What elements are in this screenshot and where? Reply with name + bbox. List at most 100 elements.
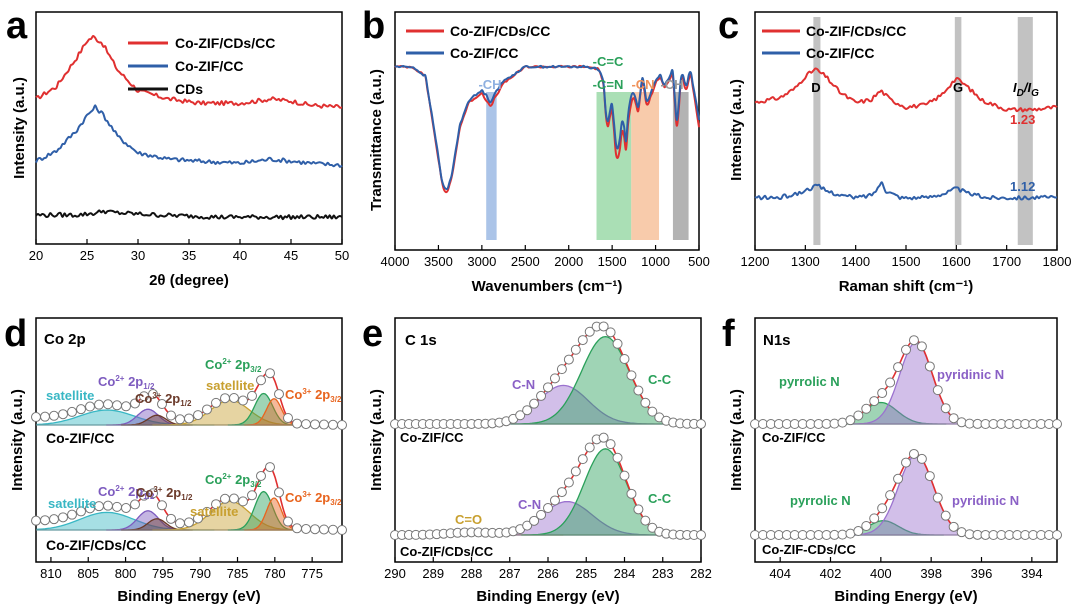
data-point-d-0-15 (166, 410, 176, 421)
data-point-d-0-7 (94, 399, 104, 410)
data-point-d-0-31 (310, 419, 320, 430)
xtick-label-a-6: 50 (335, 248, 349, 263)
panel-c-ylabel: Intensity (a.u.) (728, 79, 745, 181)
legend-a-label-1: Co-ZIF/CDs/CC (175, 35, 275, 51)
data-point-d-0-1 (40, 411, 50, 422)
data-point-e-0-36 (640, 397, 651, 408)
f-bot-pyridinic: pyridinic N (952, 493, 1019, 508)
panel-a-series (35, 34, 343, 221)
panel-c-bands (813, 17, 1033, 245)
data-point-d-1-11 (130, 499, 140, 510)
data-point-e-0-26 (570, 344, 581, 355)
d-bot-co3-2p32: Co3+ 2p3/2 (285, 490, 342, 507)
panel-f-letter: f (722, 313, 735, 355)
panel-f-frame (754, 317, 1058, 563)
xtick-label-a-5: 45 (284, 248, 298, 263)
data-point-e-1-27 (577, 454, 588, 465)
data-point-d-0-10 (121, 401, 131, 412)
data-point-d-0-0 (31, 412, 41, 423)
xtick-label-d-7: 775 (301, 566, 323, 581)
xtick-label-c-3: 1500 (892, 254, 921, 269)
data-point-d-1-8 (103, 500, 113, 511)
data-point-f-1-23 (932, 492, 943, 503)
data-point-d-0-3 (58, 409, 68, 420)
panel-f-xticks: 404 402 400 398 396 394 (769, 557, 1043, 581)
data-point-f-1-16 (877, 503, 888, 514)
xtick-label-e-4: 286 (537, 566, 559, 581)
xtick-label-b-5: 1500 (598, 254, 627, 269)
xtick-label-d-4: 790 (189, 566, 211, 581)
data-point-e-0-27 (577, 335, 588, 346)
data-point-d-1-5 (76, 506, 86, 517)
xtick-label-e-6: 284 (614, 566, 636, 581)
data-point-e-1-20 (529, 515, 540, 526)
panel-e-ylabel: Intensity (a.u.) (368, 389, 385, 491)
data-point-d-1-15 (166, 513, 176, 524)
data-point-f-1-14 (861, 521, 872, 532)
data-point-f-1-21 (916, 453, 927, 464)
series-a-0 (35, 34, 343, 109)
xtick-label-b-7: 500 (688, 254, 710, 269)
data-point-d-1-29 (292, 523, 302, 534)
panel-d-letter: d (4, 313, 27, 355)
band-b-3 (672, 92, 689, 240)
xtick-label-b-2: 3000 (467, 254, 496, 269)
data-point-d-1-26 (265, 462, 275, 473)
band-c-2 (1017, 17, 1033, 245)
panel-c-xlabel: Raman shift (cm⁻¹) (839, 278, 974, 295)
data-point-e-1-21 (536, 509, 547, 520)
series-c-1 (754, 181, 1058, 201)
data-point-d-1-10 (121, 502, 131, 513)
xtick-label-c-0: 1200 (741, 254, 770, 269)
e-top-cn: C-N (512, 377, 535, 392)
data-point-f-1-18 (893, 473, 904, 484)
e-bot-cn: C-N (518, 497, 541, 512)
data-point-f-0-21 (916, 341, 927, 352)
data-point-d-0-14 (157, 399, 167, 410)
data-point-e-0-25 (563, 354, 574, 365)
panel-e-xticks: 290 289 288 287 286 285 284 283 282 (384, 557, 712, 581)
data-point-d-1-18 (193, 513, 203, 524)
series-c-0 (754, 67, 1058, 113)
panel-e-spectra (390, 321, 706, 540)
xtick-label-e-2: 288 (461, 566, 483, 581)
data-point-d-0-27 (274, 389, 284, 400)
data-point-d-1-28 (283, 516, 293, 527)
d-bot-co3-2p12: Co3+ 2p1/2 (136, 485, 193, 502)
data-point-d-0-8 (103, 399, 113, 410)
panel-f-xlabel: Binding Energy (eV) (834, 588, 977, 605)
ratio-value-red: 1.23 (1010, 112, 1035, 127)
data-point-f-1-13 (853, 526, 864, 537)
xtick-label-a-2: 30 (131, 248, 145, 263)
panel-c-frame (754, 11, 1058, 251)
data-point-d-0-13 (148, 389, 158, 400)
xtick-label-f-2: 400 (870, 566, 892, 581)
xtick-label-a-4: 40 (233, 248, 247, 263)
xtick-label-c-4: 1600 (942, 254, 971, 269)
xtick-label-c-1: 1300 (791, 254, 820, 269)
data-point-d-0-33 (328, 419, 338, 430)
data-point-e-1-44 (696, 529, 706, 540)
data-point-e-0-30 (598, 321, 609, 332)
e-bot-cc: C-C (648, 491, 672, 506)
data-point-d-0-30 (301, 419, 311, 430)
d-top-satellite-1: satellite (46, 388, 94, 403)
data-point-e-1-22 (543, 503, 553, 514)
band-label-cn: -CN (631, 77, 654, 92)
data-point-d-0-25 (256, 375, 266, 386)
data-point-d-1-16 (175, 518, 185, 529)
data-point-e-0-33 (619, 353, 630, 364)
data-point-d-1-4 (67, 509, 77, 520)
data-point-e-0-21 (536, 390, 547, 401)
panel-c-xticks: 1200 1300 1400 1500 1600 1700 1800 (741, 245, 1071, 269)
data-point-d-1-1 (40, 515, 50, 526)
xtick-label-b-1: 3500 (424, 254, 453, 269)
data-point-d-1-23 (238, 496, 248, 507)
band-c-0 (813, 17, 821, 245)
band-c-1 (954, 17, 962, 245)
data-point-f-0-18 (893, 362, 904, 373)
xtick-label-a-0: 20 (29, 248, 43, 263)
panel-b-letter: b (362, 5, 385, 47)
data-point-f-1-19 (901, 457, 911, 468)
panel-a-letter: a (6, 5, 28, 47)
